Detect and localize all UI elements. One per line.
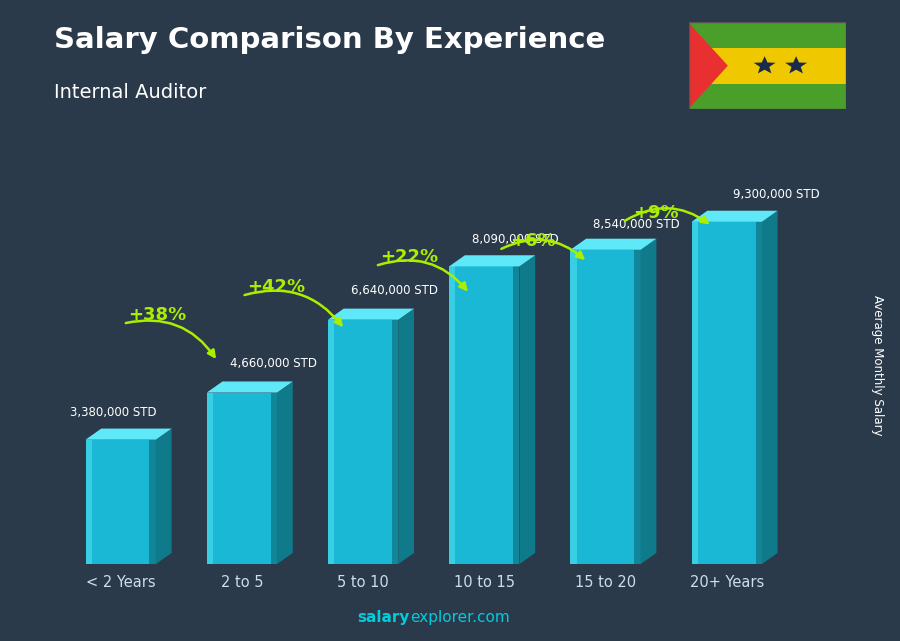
Text: Average Monthly Salary: Average Monthly Salary (871, 295, 884, 436)
Text: Salary Comparison By Experience: Salary Comparison By Experience (54, 26, 605, 54)
Bar (328, 320, 398, 564)
Polygon shape (762, 211, 778, 564)
Bar (271, 392, 277, 564)
Polygon shape (641, 238, 656, 564)
Text: 6,640,000 STD: 6,640,000 STD (351, 284, 438, 297)
Text: salary: salary (357, 610, 410, 625)
Bar (688, 47, 846, 84)
Bar (571, 250, 641, 564)
Bar (691, 222, 762, 564)
Polygon shape (207, 381, 292, 392)
Bar (513, 267, 519, 564)
Polygon shape (277, 381, 292, 564)
Text: 3,380,000 STD: 3,380,000 STD (70, 406, 157, 419)
Text: +9%: +9% (634, 204, 680, 222)
Text: 9,300,000 STD: 9,300,000 STD (733, 188, 820, 201)
Text: +22%: +22% (380, 248, 438, 266)
Bar (634, 250, 641, 564)
Polygon shape (753, 56, 776, 74)
Text: explorer.com: explorer.com (410, 610, 510, 625)
Bar (86, 440, 156, 564)
Bar (86, 440, 92, 564)
Bar (149, 440, 156, 564)
Polygon shape (688, 22, 728, 109)
Polygon shape (571, 238, 656, 250)
Polygon shape (519, 255, 536, 564)
Text: +6%: +6% (510, 232, 555, 250)
Polygon shape (398, 308, 414, 564)
Text: +42%: +42% (247, 278, 305, 296)
Polygon shape (156, 429, 172, 564)
Polygon shape (785, 56, 807, 74)
Text: 8,090,000 STD: 8,090,000 STD (472, 233, 559, 246)
Polygon shape (691, 211, 778, 222)
Bar (691, 222, 698, 564)
Polygon shape (449, 255, 536, 267)
Bar (449, 267, 455, 564)
Polygon shape (328, 308, 414, 320)
Bar (449, 267, 519, 564)
Bar (328, 320, 334, 564)
Bar (207, 392, 213, 564)
Text: 4,660,000 STD: 4,660,000 STD (230, 357, 317, 370)
Text: 8,540,000 STD: 8,540,000 STD (593, 218, 680, 231)
Bar (755, 222, 762, 564)
Bar (392, 320, 398, 564)
Bar (207, 392, 277, 564)
Bar (571, 250, 577, 564)
Polygon shape (86, 429, 172, 440)
Text: Internal Auditor: Internal Auditor (54, 83, 206, 103)
Text: +38%: +38% (128, 306, 186, 324)
